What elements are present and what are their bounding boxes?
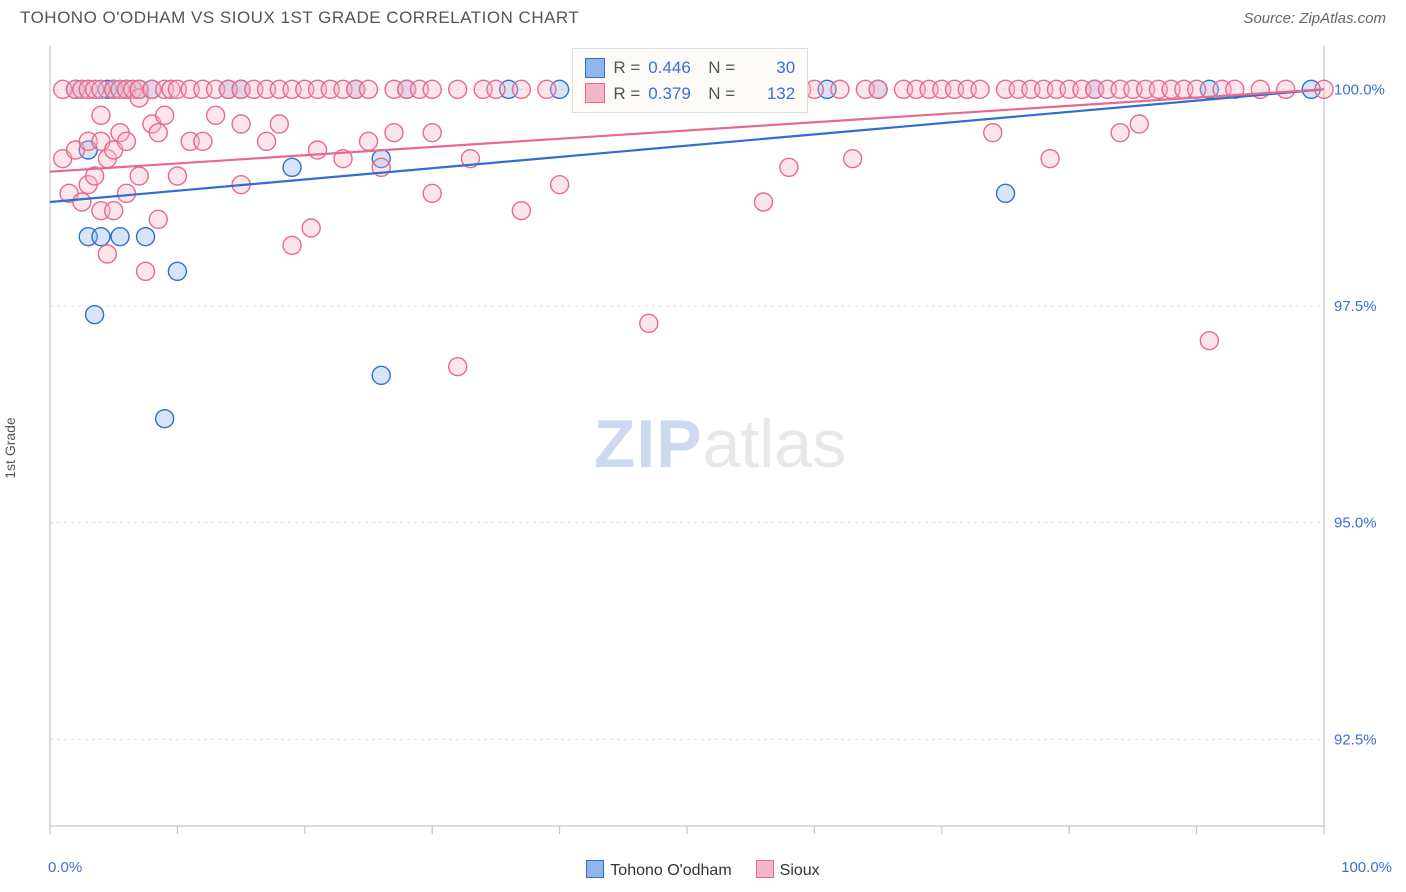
- correlation-stats-box: R =0.446N =30R =0.379N =132: [572, 48, 808, 113]
- source-attribution: Source: ZipAtlas.com: [1243, 10, 1386, 27]
- svg-text:95.0%: 95.0%: [1334, 515, 1377, 532]
- legend-item: Sioux: [756, 860, 820, 880]
- y-axis-label: 1st Grade: [2, 417, 18, 478]
- svg-text:100.0%: 100.0%: [1334, 81, 1385, 98]
- chart-area: 92.5%95.0%97.5%100.0% ZIPatlas R =0.446N…: [48, 44, 1392, 844]
- scatter-plot: 92.5% 95.0% 97.5% 100.0%: [48, 44, 1392, 844]
- legend: Tohono O'odham Sioux: [0, 860, 1406, 880]
- svg-text:92.5%: 92.5%: [1334, 731, 1377, 748]
- legend-item: Tohono O'odham: [586, 860, 731, 880]
- chart-title: TOHONO O'ODHAM VS SIOUX 1ST GRADE CORREL…: [20, 8, 579, 28]
- svg-text:97.5%: 97.5%: [1334, 298, 1377, 315]
- stat-row: R =0.446N =30: [585, 55, 795, 81]
- stat-row: R =0.379N =132: [585, 81, 795, 107]
